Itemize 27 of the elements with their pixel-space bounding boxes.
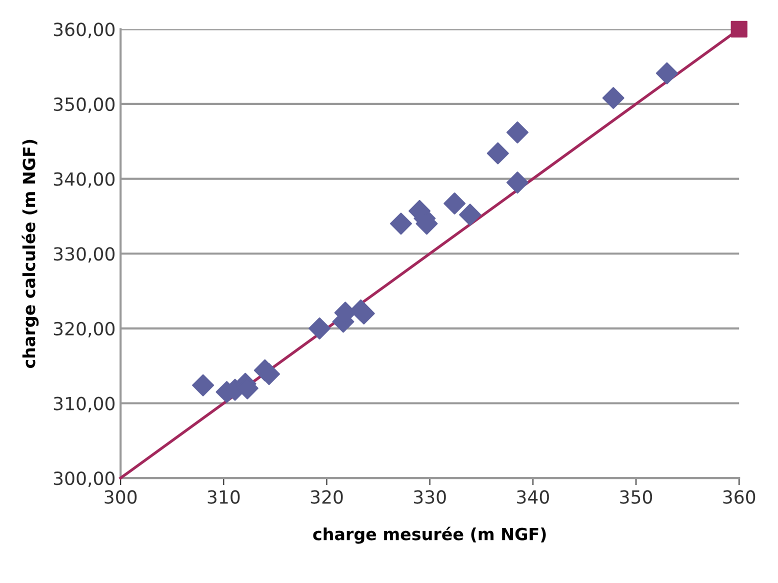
point xyxy=(656,62,678,84)
point xyxy=(486,142,509,164)
y-tick-label: 340,00 xyxy=(54,172,115,188)
y-axis-title: charge calculée (m NGF) xyxy=(22,140,39,368)
y-tick-label: 360,00 xyxy=(54,22,115,38)
x-axis-title: charge mesurée (m NGF) xyxy=(313,526,546,544)
x-tick-label: 350 xyxy=(620,490,652,504)
point xyxy=(192,374,214,396)
x-tick-label: 330 xyxy=(414,490,446,504)
point xyxy=(602,86,624,109)
point xyxy=(506,172,528,194)
x-tick-label: 340 xyxy=(517,490,549,504)
point xyxy=(730,20,748,38)
x-tick-label: 360 xyxy=(723,490,756,504)
point xyxy=(459,204,482,226)
point xyxy=(444,192,466,214)
point xyxy=(390,212,412,235)
y-tick-label: 310,00 xyxy=(54,396,115,412)
y-tick-label: 320,00 xyxy=(54,322,115,338)
point xyxy=(506,121,528,144)
x-tick-label: 300 xyxy=(104,490,137,504)
y-tick-label: 350,00 xyxy=(54,97,115,113)
x-tick-label: 310 xyxy=(208,490,240,504)
point xyxy=(308,317,331,340)
y-tick-label: 330,00 xyxy=(54,247,115,263)
y-tick-label: 300,00 xyxy=(54,472,115,488)
x-tick-label: 320 xyxy=(310,490,343,504)
